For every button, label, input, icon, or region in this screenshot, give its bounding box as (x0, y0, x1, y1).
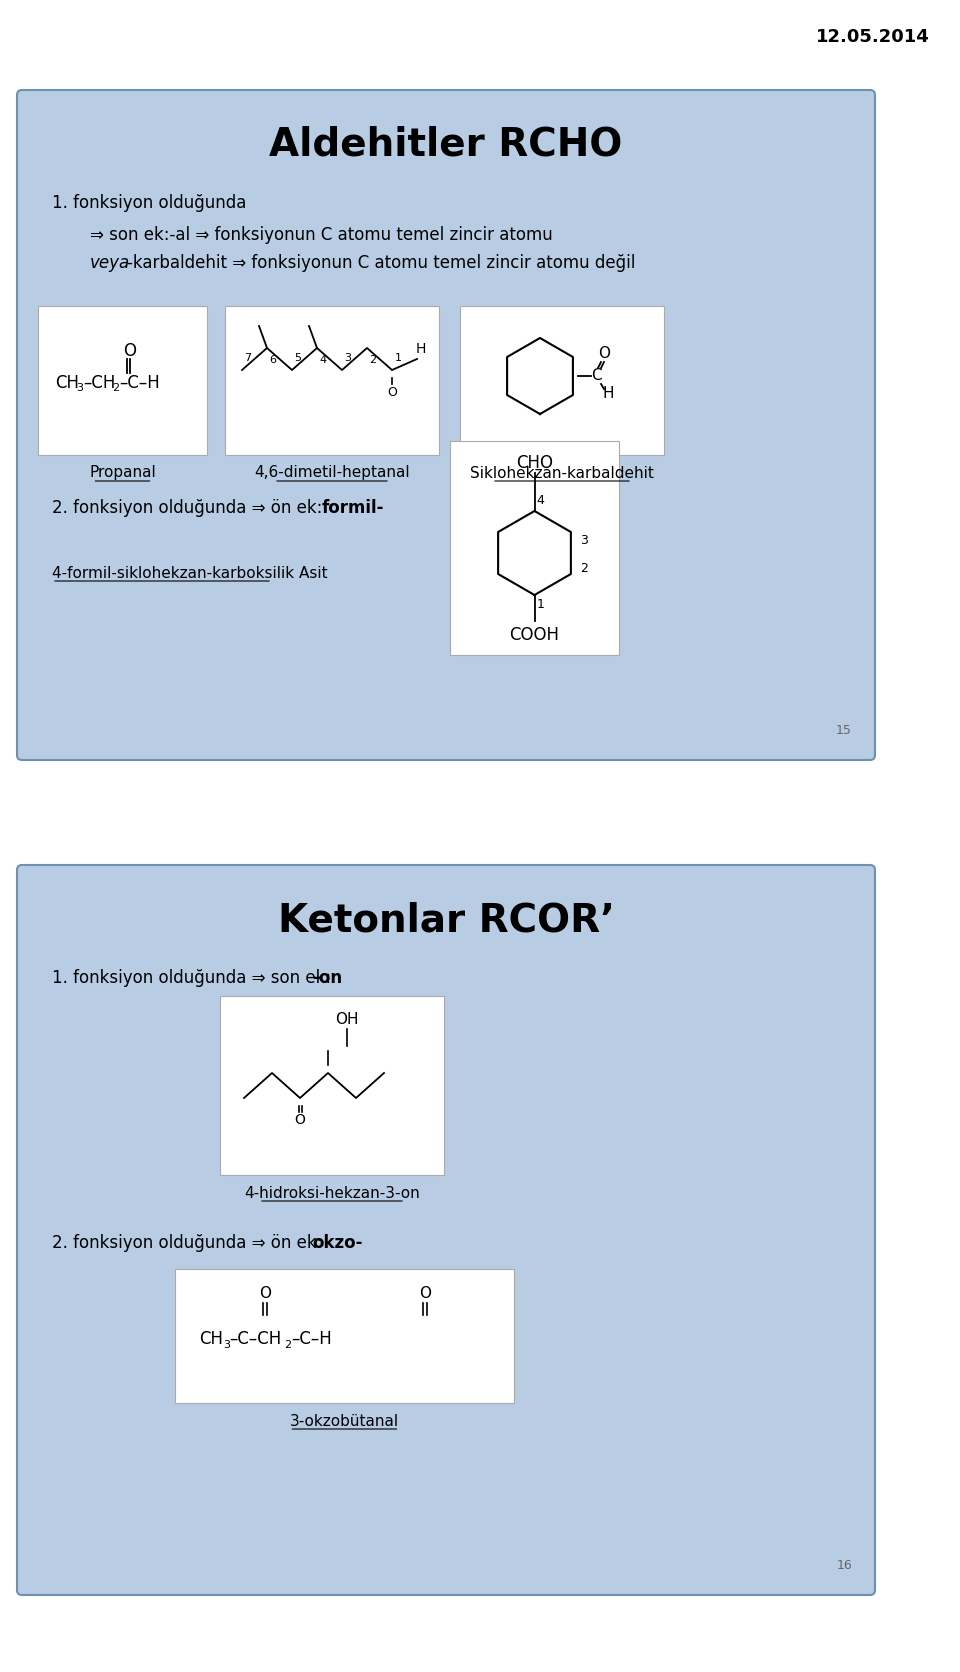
FancyBboxPatch shape (220, 997, 444, 1175)
FancyBboxPatch shape (38, 306, 207, 455)
Text: 3: 3 (581, 535, 588, 547)
Text: H: H (416, 343, 426, 356)
Text: CH: CH (199, 1329, 223, 1348)
Text: 3: 3 (223, 1339, 230, 1349)
Text: O: O (295, 1114, 305, 1127)
Text: 2: 2 (581, 562, 588, 575)
Text: 15: 15 (836, 724, 852, 737)
FancyBboxPatch shape (450, 441, 619, 655)
Text: Propanal: Propanal (89, 465, 156, 480)
Text: 4: 4 (537, 495, 544, 508)
Text: 5: 5 (295, 353, 301, 363)
Text: 3: 3 (345, 353, 351, 363)
Text: 16: 16 (836, 1558, 852, 1572)
Text: 4-formil-siklohekzan-karboksilik Asit: 4-formil-siklohekzan-karboksilik Asit (52, 565, 327, 580)
Text: Aldehitler RCHO: Aldehitler RCHO (270, 125, 623, 164)
Text: 12.05.2014: 12.05.2014 (816, 28, 930, 47)
Text: 4-hidroksi-hekzan-3-on: 4-hidroksi-hekzan-3-on (244, 1185, 420, 1200)
Text: -on: -on (312, 970, 342, 986)
Text: 3-okzobütanal: 3-okzobütanal (290, 1413, 399, 1428)
Text: 2: 2 (112, 383, 119, 393)
Text: O: O (387, 386, 396, 398)
Text: C: C (590, 368, 601, 383)
Text: 2. fonksiyon olduğunda ⇒ ön ek:: 2. fonksiyon olduğunda ⇒ ön ek: (52, 498, 327, 517)
Text: –C–H: –C–H (119, 375, 159, 391)
Text: COOH: COOH (510, 625, 560, 644)
Text: 6: 6 (270, 354, 276, 364)
Text: –CH: –CH (83, 375, 115, 391)
Text: O: O (598, 346, 610, 361)
Text: Siklohekzan-karbaldehit: Siklohekzan-karbaldehit (470, 465, 654, 480)
Text: CH: CH (55, 375, 79, 391)
Text: -karbaldehit ⇒ fonksiyonun C atomu temel zincir atomu değil: -karbaldehit ⇒ fonksiyonun C atomu temel… (127, 254, 636, 273)
Text: veya: veya (90, 254, 131, 273)
Text: 1. fonksiyon olduğunda ⇒ son ek:: 1. fonksiyon olduğunda ⇒ son ek: (52, 970, 336, 986)
Text: CHO: CHO (516, 455, 553, 472)
Text: O: O (259, 1286, 271, 1301)
Text: 3: 3 (76, 383, 83, 393)
FancyBboxPatch shape (460, 306, 664, 455)
FancyBboxPatch shape (17, 864, 875, 1595)
Text: ⇒ son ek:-al ⇒ fonksiyonun C atomu temel zincir atomu: ⇒ son ek:-al ⇒ fonksiyonun C atomu temel… (90, 226, 553, 244)
Text: O: O (124, 343, 136, 359)
FancyBboxPatch shape (225, 306, 439, 455)
Text: 2: 2 (284, 1339, 291, 1349)
Text: 1: 1 (537, 599, 544, 612)
FancyBboxPatch shape (175, 1269, 514, 1403)
Text: 2. fonksiyon olduğunda ⇒ ön ek:: 2. fonksiyon olduğunda ⇒ ön ek: (52, 1234, 327, 1252)
FancyBboxPatch shape (17, 90, 875, 761)
Text: okzo-: okzo- (312, 1234, 363, 1252)
Text: formil-: formil- (322, 498, 385, 517)
Text: Ketonlar RCOR’: Ketonlar RCOR’ (277, 901, 614, 940)
Text: 4,6-dimetil-heptanal: 4,6-dimetil-heptanal (254, 465, 410, 480)
Text: 1. fonksiyon olduğunda: 1. fonksiyon olduğunda (52, 194, 247, 212)
Text: 1: 1 (395, 353, 401, 363)
Text: O: O (419, 1286, 431, 1301)
Text: 2: 2 (370, 354, 376, 364)
Text: 4: 4 (320, 354, 326, 364)
Text: –C–H: –C–H (291, 1329, 332, 1348)
Text: 7: 7 (245, 353, 252, 363)
Text: –C–CH: –C–CH (229, 1329, 281, 1348)
Text: OH: OH (335, 1013, 359, 1028)
Text: H: H (602, 386, 613, 401)
